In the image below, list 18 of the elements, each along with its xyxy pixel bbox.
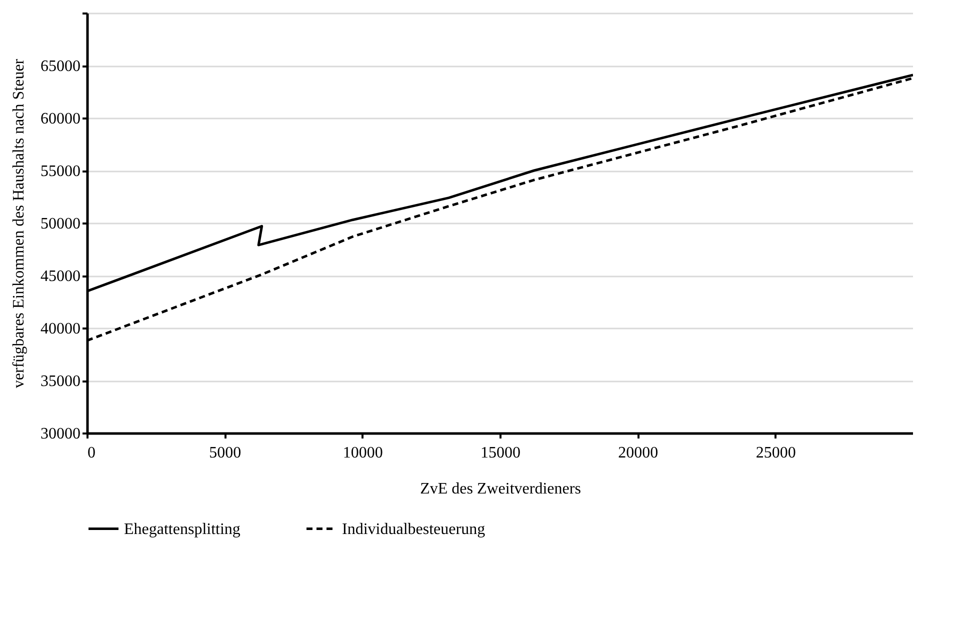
y-tick-label: 40000 (40, 320, 80, 338)
y-axis-title: verfügbares Einkommen des Haushalts nach Steuer (10, 58, 28, 388)
x-tick-label: 5000 (209, 444, 242, 462)
y-tick-label: 30000 (40, 426, 80, 442)
x-tick-label: 10000 (342, 444, 383, 462)
legend-label: Individualbesteuerung (342, 520, 486, 538)
x-tick-label: 20000 (618, 444, 658, 462)
legend-label: Ehegattensplitting (124, 520, 240, 538)
x-axis-title: ZvE des Zweitverdieners (420, 480, 581, 498)
x-tick-label: 0 (88, 444, 96, 462)
y-tick-label: 65000 (40, 58, 80, 75)
y-tick-label: 35000 (40, 373, 80, 390)
y-tick-label: 55000 (40, 163, 80, 180)
y-tick-label: 45000 (40, 268, 80, 285)
y-tick-label: 60000 (40, 110, 80, 128)
x-tick-label: 25000 (756, 444, 796, 462)
x-tick-label: 15000 (480, 444, 520, 462)
y-tick-label: 50000 (40, 216, 80, 232)
